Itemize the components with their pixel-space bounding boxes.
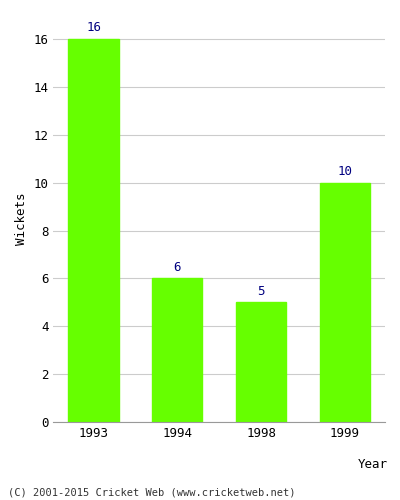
Text: 6: 6	[174, 260, 181, 274]
Text: (C) 2001-2015 Cricket Web (www.cricketweb.net): (C) 2001-2015 Cricket Web (www.cricketwe…	[8, 488, 296, 498]
Y-axis label: Wickets: Wickets	[15, 192, 28, 245]
Bar	[320, 182, 370, 422]
Bar	[152, 278, 202, 422]
Text: 5: 5	[257, 284, 265, 298]
Text: 10: 10	[337, 165, 352, 178]
Text: Year: Year	[358, 458, 388, 470]
Bar	[68, 39, 119, 422]
Bar	[236, 302, 286, 422]
Text: 16: 16	[86, 21, 101, 34]
